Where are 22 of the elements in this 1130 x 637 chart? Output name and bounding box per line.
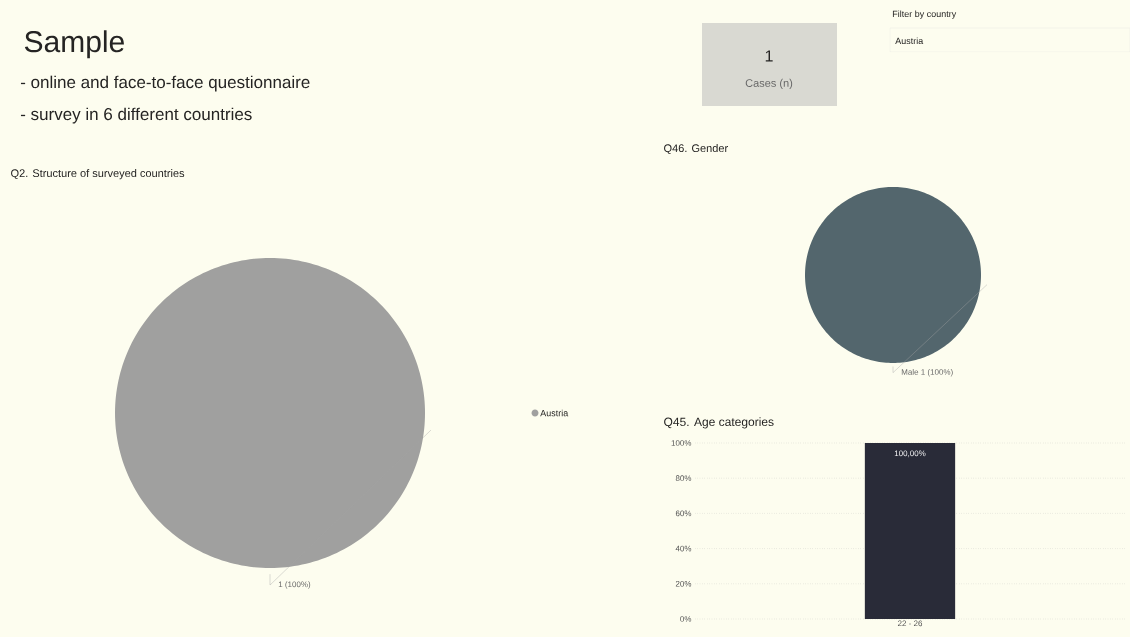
chart-title: Q45. Age categories bbox=[664, 417, 774, 429]
y-tick-label: 20% bbox=[675, 580, 692, 587]
y-tick-label: 0% bbox=[680, 616, 692, 622]
category-label: Cases (n) bbox=[745, 78, 793, 90]
text: Austria bbox=[895, 37, 924, 45]
slice-label: Male bbox=[901, 368, 919, 375]
text: - survey in 6 different countries bbox=[20, 107, 252, 124]
data-label: 100,00% bbox=[894, 450, 926, 458]
data-label: 1 (100%) bbox=[921, 368, 953, 377]
data-label: 1 (100%) bbox=[278, 581, 311, 589]
data-label: 1 bbox=[765, 50, 773, 62]
text: Q46. Gender bbox=[664, 144, 728, 155]
chart-title: Q2. Structure of surveyed countries bbox=[11, 169, 185, 180]
legend-label: Austria bbox=[540, 409, 569, 417]
text: Filter by country bbox=[892, 10, 957, 19]
y-tick-label: 60% bbox=[675, 510, 692, 517]
y-tick-label: 100% bbox=[671, 440, 692, 446]
y-tick-label: 40% bbox=[675, 545, 692, 552]
y-tick-label: 80% bbox=[675, 475, 692, 482]
text: Sample bbox=[24, 30, 124, 59]
x-tick-label: 22 - 26 bbox=[897, 620, 923, 627]
text: - online and face-to-face questionnaire bbox=[20, 75, 310, 92]
